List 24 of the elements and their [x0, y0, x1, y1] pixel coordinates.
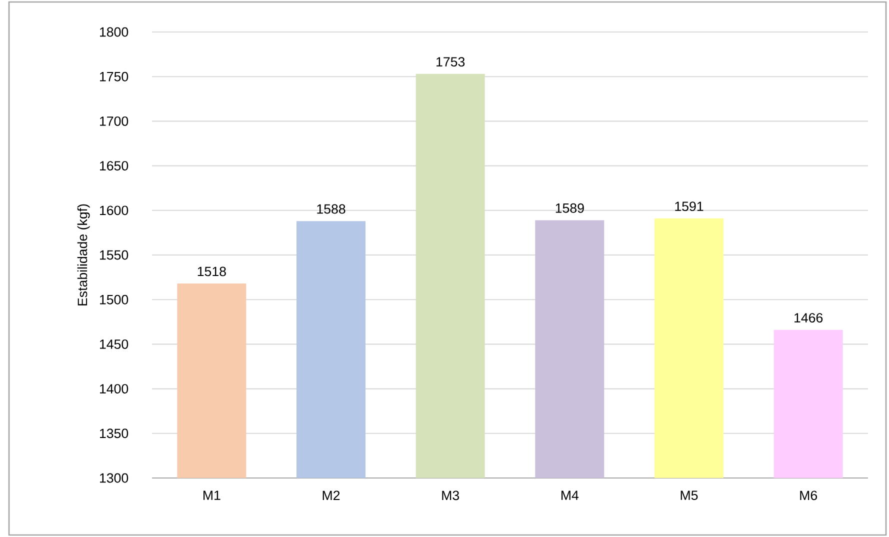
y-tick-label: 1450: [100, 339, 128, 349]
y-tick-label: 1800: [100, 27, 128, 37]
data-label: 1753: [436, 57, 465, 67]
x-tick-label: M2: [322, 490, 340, 500]
y-tick-label: 1350: [100, 428, 128, 438]
x-tick-label: M1: [203, 490, 220, 500]
data-label: 1589: [556, 203, 584, 213]
x-tick-label: M5: [680, 490, 698, 500]
y-tick-label: 1400: [100, 384, 128, 394]
data-label: 1518: [198, 266, 226, 276]
y-tick-label: 1600: [100, 206, 128, 216]
y-tick-label: 1550: [100, 250, 128, 260]
y-tick-label: 1300: [100, 473, 128, 483]
x-tick-label: M3: [442, 490, 460, 500]
y-axis-title: Estabilidade (kgf): [77, 204, 90, 306]
y-tick-label: 1650: [100, 161, 128, 171]
data-label: 1588: [317, 204, 346, 214]
data-label: 1466: [794, 313, 823, 323]
y-tick-label: 1500: [100, 294, 128, 304]
x-tick-label: M6: [800, 490, 818, 500]
y-tick-label: 1700: [100, 116, 128, 126]
data-label: 1591: [675, 202, 704, 212]
x-tick-label: M4: [561, 490, 579, 500]
y-tick-label: 1750: [100, 72, 128, 82]
